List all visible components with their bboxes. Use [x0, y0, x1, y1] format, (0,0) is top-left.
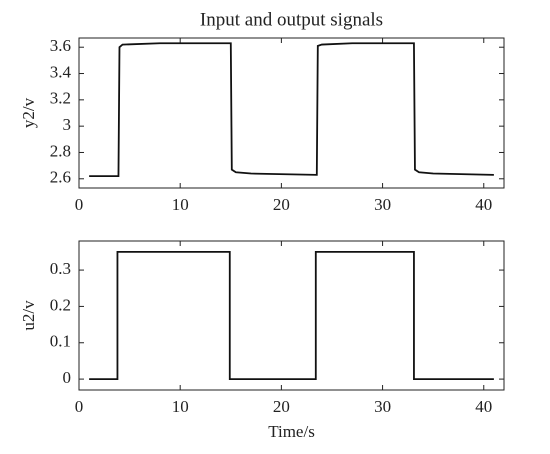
signal-line	[89, 251, 494, 380]
x-tick-label: 30	[374, 195, 391, 214]
y-tick-label: 2.8	[50, 141, 71, 160]
y-tick-label: 3.4	[50, 62, 72, 81]
x-tick-label: 0	[75, 397, 84, 416]
y-tick-label: 3.6	[50, 36, 71, 55]
y-tick-label: 3	[63, 115, 72, 134]
x-tick-label: 10	[172, 195, 189, 214]
y-axis-label: u2/v	[19, 300, 38, 331]
x-tick-label: 0	[75, 195, 84, 214]
y-axis-label: y2/v	[19, 97, 38, 128]
y-tick-label: 2.6	[50, 168, 71, 187]
x-tick-label: 40	[475, 195, 492, 214]
y-tick-label: 0	[63, 368, 72, 387]
y-tick-label: 3.2	[50, 89, 71, 108]
y-tick-label: 0.3	[50, 259, 71, 278]
x-axis-label: Time/s	[268, 422, 315, 441]
x-tick-label: 20	[273, 397, 290, 416]
x-tick-label: 30	[374, 397, 391, 416]
y-tick-label: 0.2	[50, 295, 71, 314]
x-tick-label: 20	[273, 195, 290, 214]
plot-frame	[78, 240, 505, 391]
y-tick-label: 0.1	[50, 332, 71, 351]
chart-title: Input and output signals	[200, 9, 383, 30]
x-tick-label: 10	[172, 397, 189, 416]
signal-line	[89, 42, 494, 178]
plot-frame	[78, 37, 505, 189]
x-tick-label: 40	[475, 397, 492, 416]
